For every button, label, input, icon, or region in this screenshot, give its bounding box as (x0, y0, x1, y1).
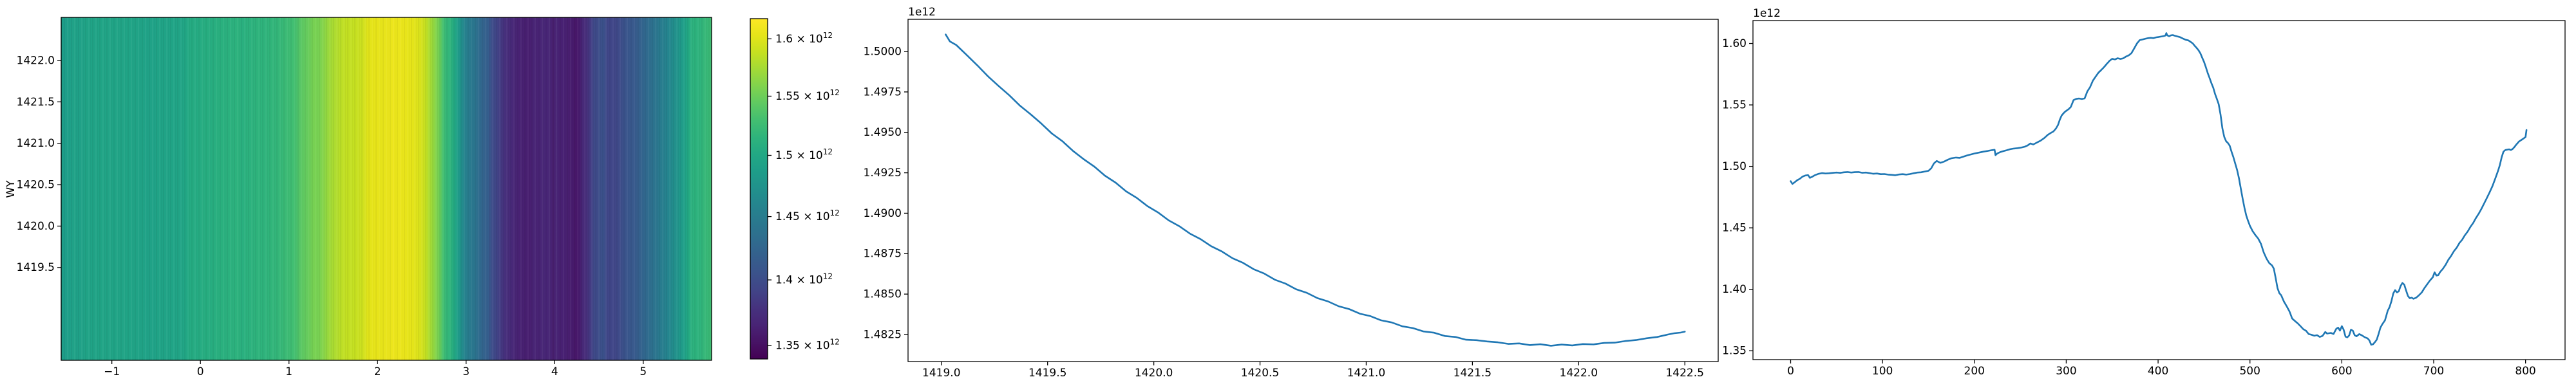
y-tick-label: 1.4925 (864, 167, 902, 179)
y-tick-label: 1.40 (1722, 283, 1747, 296)
colorbar: 1.6 × 1012 1.55 × 1012 1.5 × 1012 1.45 × 10… (750, 18, 840, 360)
colorbar-tick-label: 1.6 × 1012 (775, 31, 833, 46)
x-tick-label: 1421.0 (1347, 367, 1385, 380)
x-tick-label: 1422.0 (1560, 367, 1598, 380)
x-tick-label: 3 (462, 365, 469, 378)
x-tick-label: 300 (2056, 365, 2076, 378)
y-tick-label: 1420.5 (17, 179, 55, 192)
x-tick-label: 1420.0 (1135, 367, 1173, 380)
x-tick-label: 4 (551, 365, 558, 378)
plot3-offset-text: 1e12 (1753, 7, 1781, 20)
y-tick-label: 1.5000 (864, 45, 902, 58)
colorbar-tick-label: 1.55 × 1012 (775, 88, 840, 103)
x-tick-label: 800 (2515, 365, 2535, 378)
x-tick-label: 0 (197, 365, 204, 378)
y-tick-label: 1.60 (1722, 37, 1747, 50)
y-tick-label: 1421.0 (17, 137, 55, 150)
y-tick-label: 1.4950 (864, 126, 902, 139)
x-tick-label: 200 (1964, 365, 1985, 378)
y-tick-label: 1.45 (1722, 222, 1747, 235)
colorbar-tick-label: 1.45 × 1012 (775, 208, 840, 223)
x-tick-label: 1419.0 (922, 367, 960, 380)
series-line (945, 33, 1686, 347)
y-tick-label: 1.55 (1722, 99, 1747, 112)
y-tick-label: 1.4875 (864, 248, 902, 261)
x-tick-label: 400 (2148, 365, 2168, 378)
axes-frame (1752, 20, 2566, 360)
x-tick-label: 1420.5 (1241, 367, 1279, 380)
x-tick-label: 1 (285, 365, 292, 378)
y-tick-label: 1.4900 (864, 207, 902, 220)
colorbar-tick-label: 1.5 × 1012 (775, 147, 833, 162)
x-tick-label: 500 (2239, 365, 2260, 378)
series-line (1790, 32, 2528, 346)
heatmap-texture-overlay (61, 17, 712, 360)
axes-frame (907, 19, 1719, 362)
y-tick-label: 1419.5 (17, 261, 55, 274)
x-tick-label: 0 (1787, 365, 1794, 378)
plot2-offset-text: 1e12 (908, 6, 936, 19)
y-tick-label: 1.4850 (864, 288, 902, 301)
line-plot-wy-axes: 1419.0 1419.5 1420.0 1420.5 1421.0 1421.5 1422… (864, 19, 1719, 380)
colorbar-tick-label: 1.35 × 1012 (775, 338, 840, 353)
x-tick-label: 100 (1872, 365, 1893, 378)
x-tick-label: 700 (2423, 365, 2444, 378)
y-tick-label: 1.35 (1722, 345, 1747, 358)
line-plot-index-axes: 0 100 200 300 400 500 600 700 800 1.35 1.40 1.45 1.5… (1722, 20, 2566, 378)
x-tick-label: 600 (2331, 365, 2352, 378)
axes-frame (61, 17, 712, 361)
heatmap-axes: −1 0 1 2 3 4 5 1419.5 1420.0 1420.5 1421.0 1421.5 14… (17, 17, 712, 378)
colorbar-bar (750, 18, 768, 360)
y-tick-label: 1.4825 (864, 328, 902, 341)
x-tick-label: 5 (639, 365, 647, 378)
y-tick-label: 1.4975 (864, 86, 902, 98)
x-tick-label: 1422.5 (1665, 367, 1703, 380)
x-tick-label: −1 (104, 365, 120, 378)
y-tick-label: 1422.0 (17, 54, 55, 67)
x-tick-label: 1421.5 (1454, 367, 1492, 380)
y-tick-label: 1420.0 (17, 220, 55, 233)
x-tick-label: 1419.5 (1028, 367, 1066, 380)
y-tick-label: 1421.5 (17, 96, 55, 109)
y-tick-label: 1.50 (1722, 160, 1747, 173)
colorbar-tick-label: 1.4 × 1012 (775, 272, 833, 287)
heatmap-y-axis-label: WY (5, 180, 17, 198)
x-tick-label: 2 (374, 365, 381, 378)
